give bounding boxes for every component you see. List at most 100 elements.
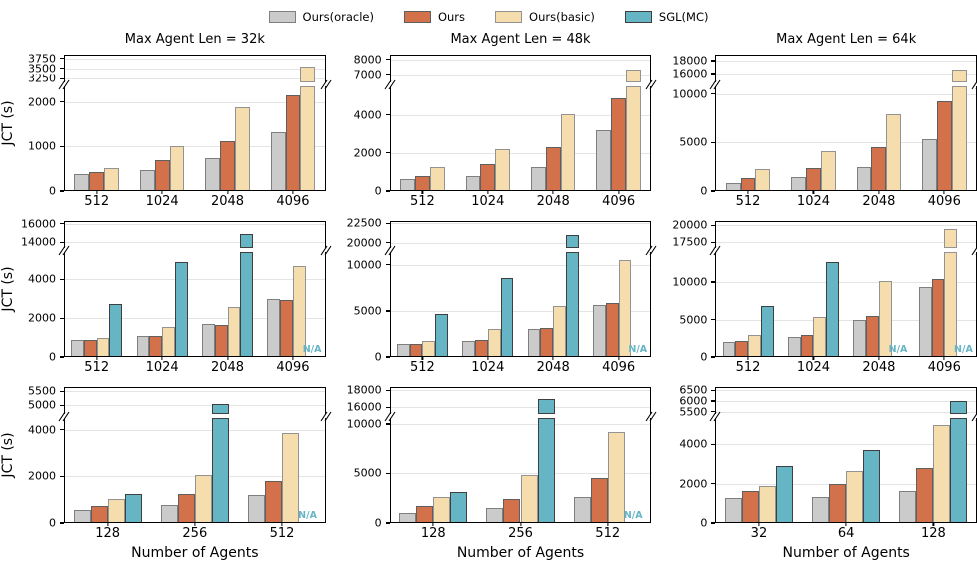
chart-2-1: 0 5000 10000 16000 18000 N/A 128 256 512 Number o… <box>326 378 657 568</box>
chart-title: Max Agent Len = 64k <box>776 32 917 47</box>
plot-area: N/A <box>384 387 657 523</box>
y-tick-label: 16000 <box>20 217 57 231</box>
x-tick-label: 4096 <box>276 194 310 209</box>
y-tick-mark <box>385 58 390 61</box>
bar-ours <box>829 483 847 523</box>
bar-ours-basic <box>169 146 185 191</box>
y-tick-mark <box>60 522 64 524</box>
y-axis-label-area <box>326 55 342 191</box>
x-tick-area: 512 1024 2048 4096 <box>64 191 326 212</box>
y-axis-label: JCT (s) <box>0 432 16 478</box>
bar-sgl-mc <box>109 303 123 357</box>
x-tick-label: 1024 <box>471 194 505 209</box>
x-tick-mark <box>758 523 760 526</box>
y-tick-label: 4000 <box>27 272 57 286</box>
y-tick-label: 0 <box>699 350 709 364</box>
y-axis-label: JCT (s) <box>0 266 16 312</box>
bar-ours-basic <box>755 169 771 191</box>
y-tick-mark <box>385 114 390 116</box>
x-tick-label: 512 <box>595 526 621 541</box>
na-label: N/A <box>628 344 648 355</box>
x-tick-mark <box>552 357 554 360</box>
x-tick-area: 32 64 128 <box>715 523 977 544</box>
y-tick-mark <box>385 389 390 391</box>
bar-sgl-mc-upper <box>565 234 579 248</box>
y-axis-label-area <box>651 221 667 357</box>
x-tick-mark <box>552 191 554 194</box>
bar-ours-basic <box>194 475 212 523</box>
bar-ours-oracle <box>486 507 504 523</box>
chart-body: 0 2000 4000 5500 6000 6500 <box>651 384 977 529</box>
y-axis-label: JCT (s) <box>0 100 16 146</box>
bar-ours-oracle <box>400 178 415 191</box>
x-tick-mark <box>943 191 945 194</box>
chart-0-1: Max Agent Len = 48k 0 2000 4000 7000 8000 512 1… <box>326 29 657 212</box>
bar-ours <box>414 175 430 191</box>
x-tick-area: 128 256 512 <box>64 523 326 544</box>
bar-ours-basic <box>433 497 451 523</box>
x-tick-label: 256 <box>182 526 208 541</box>
y-tick-label: 0 <box>373 516 383 530</box>
bar-ours-oracle <box>899 490 917 523</box>
grid-line <box>390 473 651 475</box>
bar-ours-oracle <box>205 157 221 191</box>
y-tick-label: 0 <box>48 516 57 530</box>
bar-ours-basic-upper <box>626 70 641 82</box>
grid-line <box>65 242 325 244</box>
grid-line <box>390 152 651 154</box>
x-tick-label: 2048 <box>210 360 245 375</box>
bar-ours-oracle <box>812 496 830 523</box>
bar-ours-basic <box>234 106 250 191</box>
y-tick-label: 5500 <box>678 405 709 419</box>
bar-ours-oracle <box>136 335 150 357</box>
y-tick-label: 8000 <box>352 53 383 66</box>
grid-line <box>65 146 325 148</box>
chart-body: 0 2000 4000 7000 8000 <box>326 53 657 197</box>
legend-item-ours-basic: Ours(basic) <box>495 10 595 24</box>
y-tick-mark <box>385 264 390 266</box>
chart-body: 0 5000 10000 20000 22500 N/A <box>326 217 657 363</box>
bar-ours-basic <box>846 471 864 523</box>
bar-ours-basic <box>553 306 566 357</box>
x-tick-mark <box>96 357 98 360</box>
y-tick-mark <box>385 242 390 244</box>
bar-ours-basic <box>758 485 776 523</box>
y-tick-label: 10000 <box>671 87 709 101</box>
bar-ours-basic <box>282 433 300 523</box>
bar-ours-basic <box>227 307 241 357</box>
y-tick-mark <box>711 318 716 321</box>
y-tick-mark <box>60 241 64 243</box>
y-tick-mark <box>385 310 390 312</box>
y-tick-area: 0 5000 10000 16000 18000 <box>342 383 390 529</box>
bar-ours-oracle <box>73 510 91 523</box>
axis-break-mark <box>58 79 70 90</box>
x-tick-label: 2048 <box>210 194 245 209</box>
bar-sgl-mc-upper <box>950 401 968 414</box>
bar-ours <box>83 339 97 357</box>
bar-sgl-mc <box>537 418 555 523</box>
y-tick-label: 18000 <box>345 383 383 397</box>
axis-break-mark <box>709 245 721 256</box>
chart-body: JCT (s) 0 2000 4000 5000 5500 N/A <box>0 384 332 529</box>
grid-line <box>390 310 651 312</box>
x-tick-mark <box>107 523 109 526</box>
axis-break-mark <box>58 411 70 422</box>
bar-sgl-mc-upper <box>211 404 229 414</box>
y-tick-label: 16000 <box>345 400 383 414</box>
x-tick-label: 1024 <box>796 360 831 375</box>
y-tick-mark <box>711 141 716 143</box>
y-axis-label-area <box>651 387 667 523</box>
y-tick-label: 5500 <box>27 384 57 398</box>
axis-frame-upper <box>715 55 977 82</box>
y-tick-mark <box>385 522 390 524</box>
chart-0-2: Max Agent Len = 64k 0 5000 10000 16000 18000 5… <box>651 29 977 212</box>
x-tick-mark <box>432 523 434 526</box>
x-tick-area: 512 1024 2048 4096 <box>390 357 652 378</box>
axis-break-mark <box>645 411 657 422</box>
bar-ours-basic <box>951 86 967 191</box>
bar-ours-basic <box>104 168 119 191</box>
bar-ours <box>931 279 945 357</box>
x-tick-mark <box>487 191 489 194</box>
bar-ours-basic <box>933 424 951 523</box>
